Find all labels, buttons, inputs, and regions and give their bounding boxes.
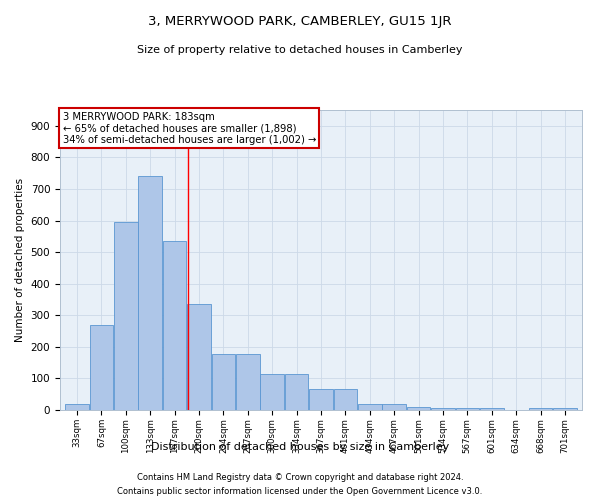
- Text: Distribution of detached houses by size in Camberley: Distribution of detached houses by size …: [151, 442, 449, 452]
- Bar: [455, 408, 479, 410]
- Bar: [114, 222, 137, 410]
- Bar: [407, 407, 430, 410]
- Text: Contains HM Land Registry data © Crown copyright and database right 2024.: Contains HM Land Registry data © Crown c…: [137, 472, 463, 482]
- Text: Contains public sector information licensed under the Open Government Licence v3: Contains public sector information licen…: [118, 488, 482, 496]
- Bar: [480, 408, 503, 410]
- Text: 3, MERRYWOOD PARK, CAMBERLEY, GU15 1JR: 3, MERRYWOOD PARK, CAMBERLEY, GU15 1JR: [148, 15, 452, 28]
- Bar: [431, 408, 455, 410]
- Text: 3 MERRYWOOD PARK: 183sqm
← 65% of detached houses are smaller (1,898)
34% of sem: 3 MERRYWOOD PARK: 183sqm ← 65% of detach…: [62, 112, 316, 144]
- Bar: [358, 404, 382, 410]
- Bar: [236, 354, 260, 410]
- Bar: [212, 354, 235, 410]
- Bar: [382, 404, 406, 410]
- Bar: [529, 408, 553, 410]
- Bar: [334, 390, 357, 410]
- Bar: [139, 176, 162, 410]
- Bar: [89, 324, 113, 410]
- Bar: [65, 404, 89, 410]
- Bar: [553, 408, 577, 410]
- Bar: [187, 304, 211, 410]
- Bar: [309, 390, 333, 410]
- Y-axis label: Number of detached properties: Number of detached properties: [15, 178, 25, 342]
- Bar: [260, 374, 284, 410]
- Bar: [163, 241, 187, 410]
- Bar: [285, 374, 308, 410]
- Text: Size of property relative to detached houses in Camberley: Size of property relative to detached ho…: [137, 45, 463, 55]
